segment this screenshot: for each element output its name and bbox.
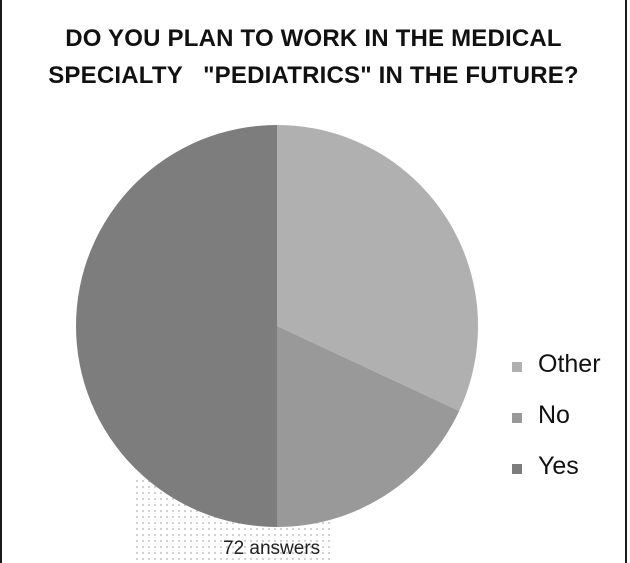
answers-count: 72 answers bbox=[223, 538, 321, 559]
legend-swatch-yes bbox=[512, 464, 522, 474]
pie-slice-yes bbox=[76, 125, 277, 527]
pie-slice-no bbox=[277, 326, 460, 527]
legend-swatch-other bbox=[512, 362, 522, 372]
pie-slice-other bbox=[277, 125, 478, 411]
chart-title: DO YOU PLAN TO WORK IN THE MEDICAL SPECI… bbox=[0, 20, 627, 94]
legend-swatch-no bbox=[512, 413, 522, 423]
chart-title-line-1: DO YOU PLAN TO WORK IN THE MEDICAL bbox=[65, 25, 562, 52]
legend-label-other: Other bbox=[538, 350, 601, 378]
chart-title-line-2: SPECIALTY "PEDIATRICS" IN THE FUTURE? bbox=[48, 62, 579, 89]
legend-label-no: No bbox=[538, 401, 570, 429]
legend-label-yes: Yes bbox=[538, 452, 579, 480]
